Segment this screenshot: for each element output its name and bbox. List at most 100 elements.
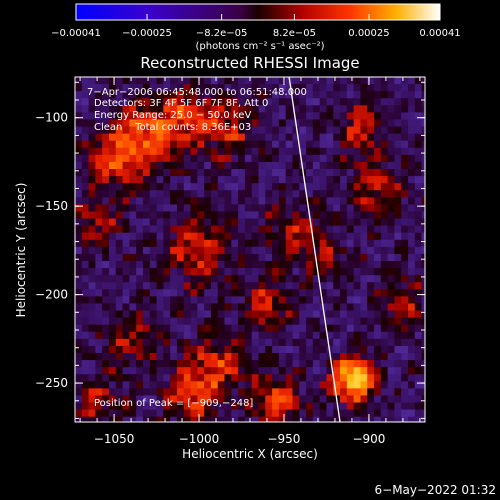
heatmap-cell [408, 147, 416, 156]
heatmap-cell [156, 388, 164, 397]
heatmap-cell [401, 232, 409, 241]
heatmap-cell [224, 395, 232, 404]
heatmap-cell [95, 261, 103, 269]
heatmap-cell [380, 275, 389, 283]
heatmap-cell [258, 197, 266, 205]
heatmap-cell [333, 190, 341, 198]
heatmap-cell [129, 353, 137, 361]
heatmap-cell [421, 126, 425, 135]
heatmap-cell [387, 416, 396, 422]
heatmap-cell [197, 218, 205, 227]
heatmap-cell [387, 140, 396, 149]
heatmap-cell [394, 253, 402, 262]
heatmap-cell [408, 402, 416, 411]
heatmap-cell [231, 261, 239, 269]
heatmap-cell [81, 183, 90, 191]
heatmap-cell [102, 381, 110, 389]
heatmap-cell [333, 331, 341, 340]
heatmap-cell [122, 218, 130, 227]
heatmap-cell [176, 176, 185, 184]
heatmap-cell [231, 246, 239, 255]
heatmap-cell [367, 416, 375, 422]
heatmap-cell [380, 225, 389, 234]
heatmap-cell [197, 275, 205, 283]
heatmap-cell [149, 225, 158, 234]
heatmap-cell [190, 409, 198, 418]
heatmap-cell [340, 84, 348, 92]
heatmap-cell [258, 416, 266, 422]
heatmap-cell [183, 324, 192, 333]
heatmap-cell [75, 416, 83, 422]
heatmap-cell [414, 133, 423, 142]
heatmap-cell [380, 331, 389, 340]
heatmap-cell [414, 409, 423, 418]
heatmap-cell [278, 324, 287, 333]
heatmap-cell [258, 119, 266, 128]
heatmap-cell [421, 317, 425, 326]
heatmap-cell [81, 261, 90, 269]
heatmap-cell [231, 360, 239, 368]
heatmap-cell [360, 253, 368, 262]
heatmap-cell [421, 345, 425, 354]
heatmap-cell [217, 402, 226, 411]
heatmap-cell [129, 253, 137, 262]
heatmap-cell [129, 381, 137, 389]
heatmap-cell [306, 353, 314, 361]
heatmap-cell [387, 77, 396, 85]
heatmap-cell [360, 268, 368, 276]
heatmap-cell [108, 353, 117, 361]
heatmap-cell [244, 154, 253, 163]
heatmap-cell [346, 204, 355, 213]
heatmap-cell [88, 84, 96, 92]
heatmap-cell [197, 317, 205, 326]
heatmap-cell [88, 324, 96, 333]
heatmap-cell [285, 395, 294, 404]
heatmap-cell [102, 345, 110, 354]
heatmap-cell [210, 261, 219, 269]
heatmap-cell [292, 289, 300, 297]
heatmap-cell [408, 133, 416, 142]
heatmap-cell [285, 246, 294, 255]
heatmap-cell [197, 211, 205, 220]
heatmap-cell [367, 353, 375, 361]
heatmap-cell [204, 388, 212, 397]
heatmap-cell [224, 353, 232, 361]
heatmap-cell [312, 246, 321, 255]
heatmap-cell [217, 161, 226, 170]
heatmap-cell [285, 381, 294, 389]
heatmap-cell [394, 211, 402, 220]
heatmap-cell [367, 374, 375, 382]
heatmap-cell [387, 360, 396, 368]
heatmap-cell [210, 416, 219, 422]
heatmap-cell [115, 126, 124, 135]
heatmap-cell [163, 140, 171, 149]
heatmap-cell [394, 360, 402, 368]
heatmap-cell [292, 338, 300, 347]
heatmap-cell [149, 345, 158, 354]
heatmap-cell [374, 268, 382, 276]
heatmap-cell [129, 317, 137, 326]
heatmap-cell [88, 154, 96, 163]
heatmap-cell [81, 395, 90, 404]
heatmap-cell [204, 105, 212, 113]
heatmap-cell [299, 303, 307, 312]
heatmap-cell [285, 91, 294, 99]
heatmap-cell [258, 91, 266, 99]
heatmap-cell [265, 253, 273, 262]
heatmap-cell [210, 98, 219, 106]
heatmap-cell [374, 310, 382, 319]
heatmap-cell [251, 409, 260, 418]
heatmap-cell [272, 395, 280, 404]
heatmap-cell [360, 140, 368, 149]
heatmap-cell [306, 303, 314, 312]
heatmap-cell [367, 190, 375, 198]
heatmap-cell [401, 225, 409, 234]
heatmap-cell [333, 133, 341, 142]
heatmap-cell [312, 190, 321, 198]
heatmap-cell [265, 402, 273, 411]
heatmap-cell [136, 126, 144, 135]
heatmap-cell [224, 416, 232, 422]
heatmap-cell [156, 275, 164, 283]
heatmap-cell [88, 360, 96, 368]
heatmap-cell [163, 169, 171, 177]
